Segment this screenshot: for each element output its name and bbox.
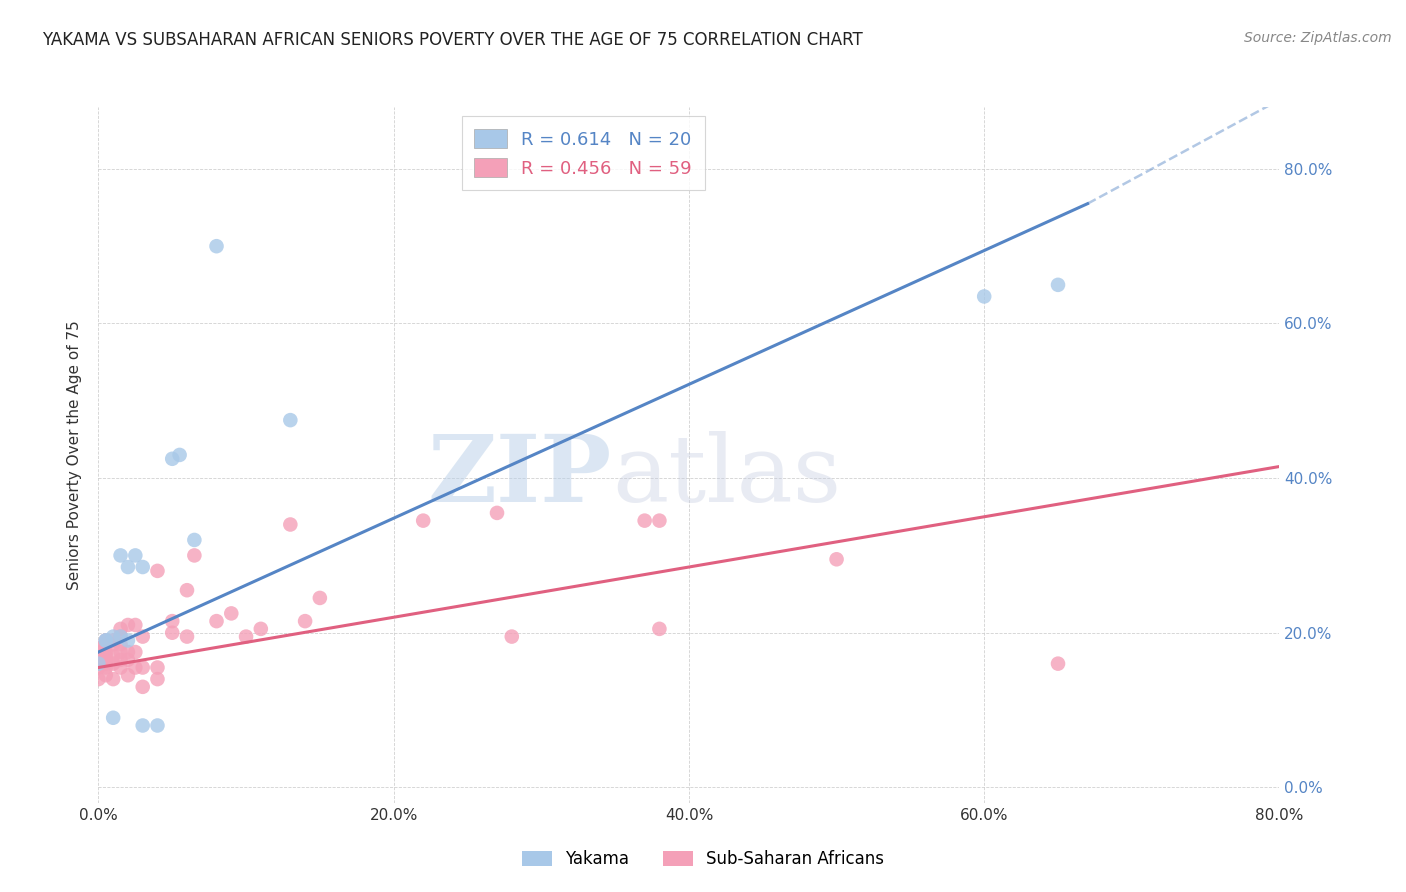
Point (103, 633, 125, 648)
Point (103, 648, 125, 663)
Point (183, 549, 205, 563)
Point (1046, 657, 1069, 671)
Point (117, 618, 139, 632)
Legend: Yakama, Sub-Saharan Africans: Yakama, Sub-Saharan Africans (516, 844, 890, 875)
Point (94, 660, 117, 674)
Point (87, 648, 110, 663)
Y-axis label: Seniors Poverty Over the Age of 75: Seniors Poverty Over the Age of 75 (67, 320, 83, 590)
Point (87, 641, 110, 656)
Point (973, 289, 995, 303)
Point (117, 633, 139, 648)
Point (103, 711, 125, 725)
Point (132, 630, 155, 644)
Point (219, 607, 242, 621)
Point (110, 660, 132, 674)
Point (110, 622, 132, 636)
Text: atlas: atlas (612, 431, 841, 521)
Legend: R = 0.614   N = 20, R = 0.456   N = 59: R = 0.614 N = 20, R = 0.456 N = 59 (461, 116, 704, 190)
Point (146, 564, 169, 578)
Point (94, 653, 117, 667)
Point (169, 448, 191, 462)
Point (176, 630, 198, 644)
Point (94, 633, 117, 648)
Point (94, 657, 117, 671)
Point (94, 633, 117, 648)
Point (117, 653, 139, 667)
Point (294, 614, 316, 628)
Point (501, 630, 523, 644)
Point (648, 514, 671, 528)
Point (146, 660, 169, 674)
Point (132, 560, 155, 574)
Point (87, 660, 110, 674)
Point (132, 718, 155, 732)
Point (103, 657, 125, 671)
Point (94, 668, 117, 682)
Point (110, 653, 132, 667)
Point (124, 549, 146, 563)
Point (132, 680, 155, 694)
Point (94, 645, 117, 659)
Point (94, 637, 117, 651)
Point (110, 630, 132, 644)
Point (117, 560, 139, 574)
Point (110, 630, 132, 644)
Text: Source: ZipAtlas.com: Source: ZipAtlas.com (1244, 31, 1392, 45)
Point (146, 672, 169, 686)
Point (250, 622, 273, 636)
Point (124, 660, 146, 674)
Point (278, 413, 302, 427)
Point (103, 630, 125, 644)
Point (87, 657, 110, 671)
Text: YAKAMA VS SUBSAHARAN AFRICAN SENIORS POVERTY OVER THE AGE OF 75 CORRELATION CHAR: YAKAMA VS SUBSAHARAN AFRICAN SENIORS POV… (42, 31, 863, 49)
Point (110, 645, 132, 659)
Point (94, 633, 117, 648)
Point (124, 645, 146, 659)
Point (278, 517, 302, 532)
Point (132, 660, 155, 674)
Point (124, 618, 146, 632)
Point (110, 637, 132, 651)
Point (87, 657, 110, 671)
Point (633, 514, 655, 528)
Point (205, 614, 228, 628)
Point (176, 583, 198, 598)
Point (103, 637, 125, 651)
Point (146, 718, 169, 732)
Point (162, 614, 183, 628)
Point (235, 630, 257, 644)
Point (183, 533, 205, 547)
Point (103, 672, 125, 686)
Point (87, 645, 110, 659)
Point (648, 622, 671, 636)
Text: ZIP: ZIP (427, 431, 612, 521)
Point (486, 506, 509, 520)
Point (87, 653, 110, 667)
Point (309, 591, 332, 605)
Point (205, 239, 228, 253)
Point (117, 645, 139, 659)
Point (825, 552, 848, 566)
Point (162, 451, 183, 466)
Point (412, 514, 434, 528)
Point (110, 549, 132, 563)
Point (94, 648, 117, 663)
Point (1046, 277, 1069, 292)
Point (162, 625, 183, 640)
Point (87, 672, 110, 686)
Point (117, 668, 139, 682)
